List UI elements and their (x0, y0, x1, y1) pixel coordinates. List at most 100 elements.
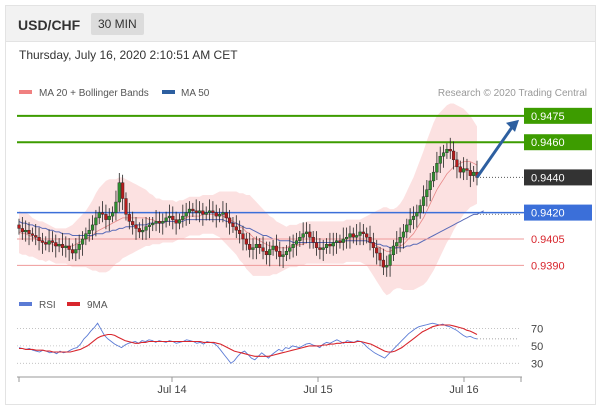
forecast-arrow-head (506, 119, 519, 132)
candle (451, 141, 456, 170)
candle (271, 239, 275, 256)
candle (251, 238, 255, 260)
candle (355, 224, 359, 246)
candle (157, 211, 162, 233)
candle (338, 234, 342, 249)
resistance-label-box (524, 107, 592, 124)
candle (462, 157, 466, 181)
candle (80, 231, 85, 256)
research-credit: Research © 2020 Trading Central (438, 88, 587, 99)
candle (197, 201, 202, 223)
candle (117, 173, 121, 212)
candle (345, 227, 349, 249)
candle (415, 204, 419, 228)
candle (177, 213, 182, 230)
candle (20, 216, 24, 240)
candle (144, 216, 148, 240)
legend-swatch-ma20 (19, 90, 32, 94)
ma50-line (18, 210, 484, 249)
candle (17, 218, 21, 235)
candle (124, 192, 128, 221)
chart-header: USD/CHF 30 MIN (6, 6, 595, 42)
candle (341, 227, 345, 251)
candle (435, 151, 439, 181)
resistance-label-box (524, 134, 592, 151)
candle (111, 206, 115, 223)
candle (268, 241, 272, 267)
legend-ma20-bollinger: MA 20 + Bollinger Bands (39, 88, 149, 99)
rsi-tick-label: 50 (531, 341, 543, 353)
candle (164, 211, 168, 228)
candle (348, 225, 352, 249)
candle (171, 206, 175, 230)
candle (375, 239, 379, 265)
candle (438, 146, 442, 174)
candle (90, 215, 95, 240)
candle (50, 231, 55, 253)
candle (97, 206, 101, 225)
candle (408, 208, 412, 233)
candle (358, 222, 362, 246)
last-price-label: 0.9440 (531, 172, 565, 184)
candle (241, 225, 245, 251)
timeframe-badge[interactable]: 30 MIN (91, 13, 144, 35)
candle (221, 201, 225, 223)
support-label: 0.9405 (531, 234, 565, 246)
candle (224, 202, 228, 228)
candle (308, 224, 312, 249)
candle (368, 225, 372, 251)
candle (147, 216, 151, 239)
candle (421, 185, 426, 214)
candle (431, 165, 436, 188)
legend-swatch-9ma (67, 302, 80, 306)
candle (87, 218, 91, 242)
x-tick-label: Jul 14 (157, 384, 186, 396)
candle (34, 224, 38, 246)
candle (298, 231, 302, 247)
candle (448, 137, 452, 159)
candle (127, 202, 131, 230)
legend-swatch-rsi (19, 302, 32, 306)
candle (281, 246, 285, 269)
candle (458, 160, 462, 179)
candle (57, 238, 61, 253)
candle (401, 224, 406, 249)
price-panel: MA 20 + Bollinger Bands MA 50 Research © 2… (17, 88, 592, 296)
candle (445, 143, 449, 159)
candle (67, 238, 71, 261)
rsi-panel: RSI 9MA 70 50 30 Jul 14 Jul 15 Jul 16 (17, 300, 543, 396)
candle (77, 234, 81, 260)
candle (37, 227, 41, 251)
candle (131, 211, 135, 235)
candle (441, 144, 446, 168)
candle (301, 222, 305, 246)
candle (238, 220, 242, 244)
candle (47, 229, 51, 253)
candle (211, 201, 215, 223)
candle (27, 222, 31, 246)
candle (304, 222, 309, 244)
pivot-label: 0.9420 (531, 208, 565, 220)
candle (294, 232, 299, 256)
candle (194, 199, 198, 221)
candle (184, 202, 188, 226)
candle (30, 227, 34, 242)
candle (204, 206, 208, 221)
candle (248, 232, 252, 258)
candle (468, 162, 472, 188)
candle (84, 227, 88, 246)
candle (284, 245, 289, 261)
ma20-line (18, 161, 478, 252)
pivot-label-box (524, 204, 592, 221)
candle (191, 202, 195, 217)
candle (381, 248, 385, 276)
candle (181, 204, 185, 228)
candle (60, 232, 65, 256)
legend-ma50: MA 50 (181, 88, 210, 99)
candle (331, 232, 335, 256)
candle (334, 232, 339, 254)
candle (24, 220, 28, 242)
candle (231, 216, 235, 233)
candle (411, 206, 416, 230)
candle (314, 231, 319, 256)
